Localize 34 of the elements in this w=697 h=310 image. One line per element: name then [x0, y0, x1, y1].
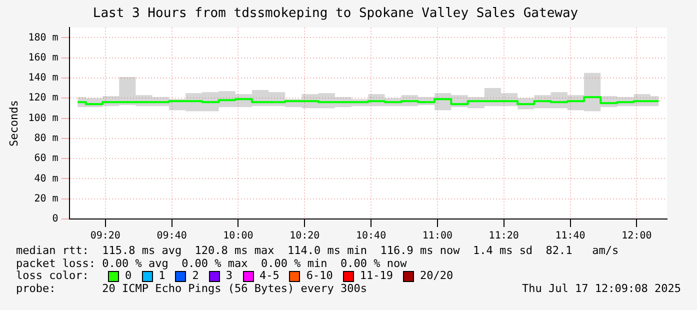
x-tick-label: 10:40: [356, 230, 386, 242]
x-tick-label: 11:20: [488, 230, 519, 242]
text: 20/20: [420, 269, 454, 282]
text: 2: [192, 269, 199, 282]
x-tick-label: 09:20: [90, 230, 120, 242]
text: 4-5: [260, 269, 280, 282]
chart-title: Last 3 Hours from tdssmokeping to Spokane Valley Sales Gateway: [92, 6, 578, 22]
y-tick-label: 60 m: [34, 153, 58, 164]
y-tick-label: 160 m: [28, 52, 58, 64]
text: packet loss: 0.00 % avg 0.00 % max 0.00 % min 0.00 % now: [16, 256, 408, 270]
y-tick-label: 100 m: [28, 112, 58, 124]
y-tick-label: 0: [52, 214, 58, 225]
x-tick-label: 10:20: [290, 230, 320, 242]
y-tick-label: 120 m: [28, 92, 58, 104]
text: median rtt: 115.8 ms avg 120.8 ms max 114.0 ms min 116.9 ms now 1.4 ms sd 82.1 am/s: [16, 244, 620, 258]
y-tick-label: 180 m: [28, 32, 58, 44]
text: probe: 20 ICMP Echo Pings (56 Bytes) every 300s: [16, 282, 367, 295]
text: 11-19: [360, 269, 393, 282]
x-tick-label: 11:40: [555, 230, 586, 242]
text: 1: [158, 269, 166, 282]
x-tick-label: 12:00: [622, 230, 652, 242]
text: 3: [226, 269, 232, 282]
x-tick-label: 09:40: [156, 230, 187, 242]
y-tick-label: 20 m: [34, 193, 58, 204]
y-tick-label: 40 m: [34, 173, 58, 184]
y-tick-label: 80 m: [34, 133, 58, 144]
text: loss color:: [16, 269, 90, 282]
y-tick-label: 140 m: [28, 72, 58, 84]
text: 0: [125, 269, 132, 282]
y-axis-title: Seconds: [7, 100, 20, 146]
text: Thu Jul 17 12:09:08 2025: [522, 282, 681, 295]
text: 6-10: [306, 269, 333, 282]
x-tick-label: 11:00: [422, 230, 452, 242]
x-tick-label: 10:00: [223, 230, 254, 242]
